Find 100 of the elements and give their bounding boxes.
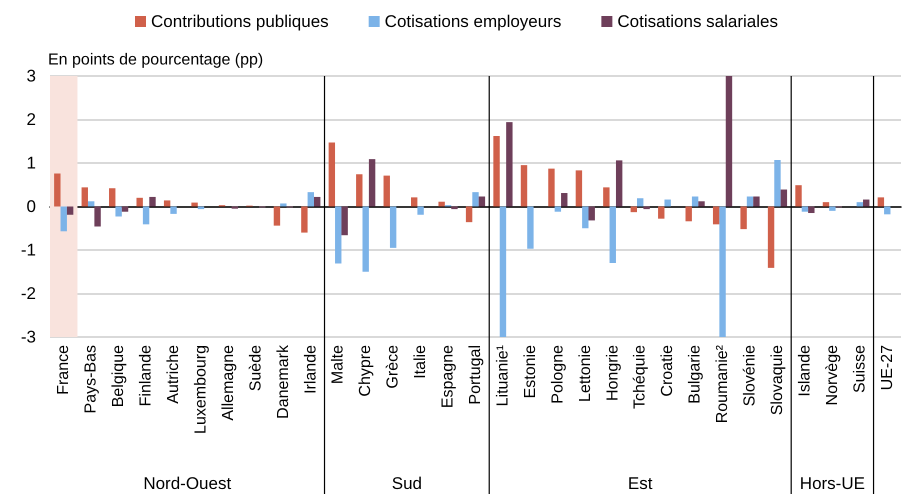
bar (149, 196, 156, 206)
x-tick-label: Slovénie (742, 344, 759, 406)
bar (878, 197, 884, 206)
bar (506, 122, 513, 206)
x-tick-label: Luxembourg (192, 345, 210, 434)
y-tick-label: 3 (26, 66, 36, 86)
x-tick-label: Pologne (549, 344, 566, 404)
x-tick-label: Belgique (110, 344, 128, 408)
bar (88, 201, 94, 206)
bar (417, 206, 424, 215)
bar (520, 165, 528, 206)
bar (768, 206, 774, 268)
text: Sud (392, 474, 422, 493)
bar (191, 202, 198, 206)
bar (66, 206, 74, 215)
bar (198, 206, 204, 210)
bar (94, 206, 101, 227)
x-tick-label: Bulgarie (686, 344, 704, 404)
legend-label: Contributions publiques (151, 12, 329, 31)
bar (122, 206, 128, 212)
bar (610, 206, 616, 264)
bar (384, 176, 390, 206)
y-tick-label: 0 (26, 197, 36, 216)
bar (109, 188, 116, 206)
text: Nord-Ouest (143, 474, 232, 493)
x-tick-label: Irlande (302, 344, 320, 394)
legend-label: Cotisations employeurs (384, 12, 562, 31)
x-tick-label: UE-27 (878, 344, 896, 390)
bar (863, 200, 870, 206)
bar (740, 206, 747, 230)
bar (698, 201, 705, 206)
bar (795, 185, 802, 206)
bar (527, 206, 534, 249)
bar (719, 206, 726, 337)
x-tick-label: Finlande (138, 344, 155, 406)
bar (362, 206, 369, 272)
x-tick-label: Espagne (440, 344, 457, 408)
bar (493, 136, 500, 206)
bar (780, 190, 788, 206)
bar (643, 206, 650, 210)
bar (726, 76, 732, 206)
bar (884, 206, 890, 214)
bar (856, 202, 864, 206)
bar (54, 173, 61, 206)
bar (164, 200, 170, 206)
legend-label: Cotisations salariales (617, 12, 778, 31)
bar (438, 202, 445, 206)
bar (616, 160, 622, 206)
x-tick-label: Grèce (384, 344, 402, 389)
bar (451, 206, 458, 210)
x-tick-label: Tchéquie (632, 344, 649, 410)
bar (115, 206, 122, 217)
bar (802, 206, 808, 212)
x-tick-label: Pays-Bas (82, 345, 100, 414)
bar (548, 168, 555, 206)
bar (808, 206, 815, 214)
bar (410, 197, 418, 206)
bar (554, 206, 562, 212)
x-tick-label: Suisse (851, 344, 868, 394)
x-tick-label: Estonie (522, 344, 539, 398)
bar (368, 159, 376, 206)
y-tick-label: 1 (26, 154, 36, 172)
bar (82, 187, 88, 206)
bar (576, 170, 582, 206)
bar (308, 192, 314, 206)
bar (466, 206, 472, 222)
x-tick-label: Autriche (165, 344, 182, 404)
x-tick-label: Malte (330, 344, 347, 384)
bar (712, 206, 720, 224)
bar (341, 206, 348, 236)
bar (822, 202, 830, 206)
y-tick-label: -2 (20, 284, 36, 303)
bar (60, 206, 67, 232)
bar (274, 206, 280, 226)
x-tick-label: Croatie (659, 344, 676, 397)
bar (603, 187, 610, 206)
x-tick-label: Portugal (467, 345, 484, 405)
bar (314, 196, 320, 206)
x-tick-label: Suède (247, 344, 264, 392)
bar (500, 206, 506, 337)
bar (390, 206, 396, 248)
x-tick-label: Lituanie¹ (494, 345, 512, 406)
text: Hors-UE (800, 474, 865, 493)
text: Est (628, 474, 653, 493)
bar (686, 206, 692, 222)
y-tick-label: 2 (26, 110, 36, 129)
bar (561, 193, 568, 206)
y-axis-title: En points de pourcentage (pp) (48, 52, 264, 68)
y-tick-label: -3 (20, 328, 36, 346)
bar (692, 196, 698, 206)
bar (356, 174, 362, 206)
x-tick-label: Italie (412, 344, 430, 379)
y-tick-label: -1 (20, 240, 36, 260)
bar (746, 196, 754, 206)
x-tick-label: Danemark (274, 344, 292, 419)
bar (170, 206, 177, 214)
x-tick-label: Islande (796, 344, 814, 397)
bar (478, 196, 486, 206)
bar (658, 206, 664, 219)
x-tick-label: Norvège (824, 344, 841, 406)
